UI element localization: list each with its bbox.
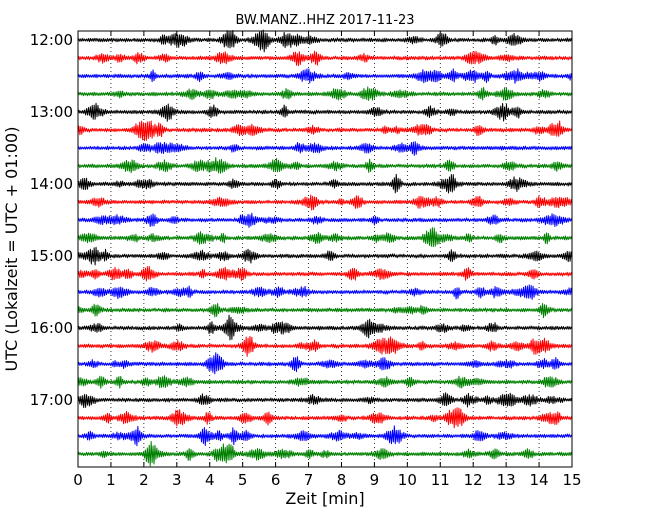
y-axis-label: UTC (Lokalzeit = UTC + 01:00) bbox=[2, 127, 21, 372]
x-tick-label: 4 bbox=[205, 471, 215, 489]
x-tick-label: 15 bbox=[562, 471, 581, 489]
plot-frame bbox=[77, 30, 573, 468]
trace-1515 bbox=[77, 265, 573, 282]
trace-1430 bbox=[77, 212, 573, 228]
trace-1600 bbox=[77, 314, 573, 341]
trace-1330 bbox=[77, 141, 573, 156]
trace-1415 bbox=[77, 194, 573, 211]
x-axis-ticks: 0 1 2 3 4 5 6 7 8 9 10 11 12 13 14 15 bbox=[73, 31, 582, 489]
trace-1745 bbox=[77, 440, 573, 467]
x-tick-label: 11 bbox=[431, 471, 450, 489]
y-tick-label: 17:00 bbox=[30, 391, 73, 409]
trace-1615 bbox=[77, 335, 573, 357]
trace-1230 bbox=[77, 68, 573, 84]
x-tick-label: 8 bbox=[337, 471, 347, 489]
x-tick-label: 7 bbox=[304, 471, 314, 489]
trace-1315 bbox=[77, 120, 573, 142]
trace-1500 bbox=[77, 246, 573, 266]
y-tick-label: 15:00 bbox=[30, 247, 73, 265]
trace-1715 bbox=[77, 407, 573, 429]
trace-1700 bbox=[77, 392, 573, 409]
trace-1630 bbox=[77, 352, 573, 375]
y-axis-ticks: 12:00 13:00 14:00 15:00 16:00 17:00 bbox=[30, 31, 572, 409]
y-tick-label: 12:00 bbox=[30, 31, 73, 49]
trace-1245 bbox=[77, 86, 573, 101]
x-tick-label: 1 bbox=[106, 471, 116, 489]
trace-group bbox=[77, 29, 573, 467]
trace-1400 bbox=[77, 173, 573, 194]
x-tick-label: 9 bbox=[370, 471, 380, 489]
trace-1530 bbox=[77, 284, 573, 300]
x-tick-label: 3 bbox=[172, 471, 182, 489]
trace-1200 bbox=[77, 29, 573, 53]
trace-1445 bbox=[77, 227, 573, 248]
x-tick-label: 12 bbox=[464, 471, 483, 489]
trace-1345 bbox=[77, 157, 573, 174]
y-tick-label: 16:00 bbox=[30, 319, 73, 337]
y-tick-label: 14:00 bbox=[30, 175, 73, 193]
x-axis-label: Zeit [min] bbox=[285, 489, 364, 508]
x-tick-label: 14 bbox=[530, 471, 549, 489]
chart-title: BW.MANZ..HHZ 2017-11-23 bbox=[235, 13, 414, 28]
trace-1730 bbox=[77, 425, 573, 447]
x-tick-label: 13 bbox=[497, 471, 516, 489]
grid-lines bbox=[110, 31, 540, 467]
trace-1300 bbox=[77, 102, 573, 122]
y-tick-label: 13:00 bbox=[30, 103, 73, 121]
trace-1545 bbox=[77, 303, 573, 319]
trace-1215 bbox=[77, 50, 573, 67]
x-tick-label: 2 bbox=[139, 471, 149, 489]
x-tick-label: 6 bbox=[271, 471, 281, 489]
x-tick-label: 5 bbox=[238, 471, 248, 489]
trace-1645 bbox=[77, 375, 573, 389]
x-tick-label: 0 bbox=[73, 471, 83, 489]
x-tick-label: 10 bbox=[398, 471, 417, 489]
